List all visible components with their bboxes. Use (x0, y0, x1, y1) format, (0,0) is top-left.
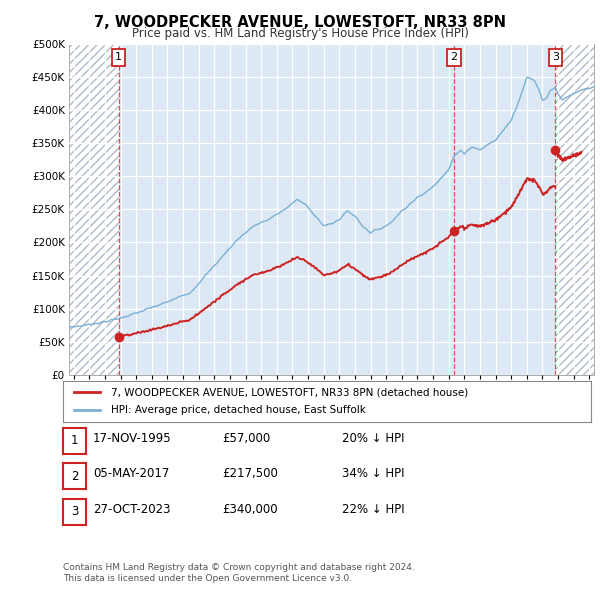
Bar (555, 44, 594, 375)
Text: 7, WOODPECKER AVENUE, LOWESTOFT, NR33 8PN: 7, WOODPECKER AVENUE, LOWESTOFT, NR33 8P… (94, 15, 506, 30)
Text: £217,500: £217,500 (222, 467, 278, 480)
Text: 20% ↓ HPI: 20% ↓ HPI (342, 432, 404, 445)
Text: 3: 3 (71, 505, 78, 518)
Text: 05-MAY-2017: 05-MAY-2017 (93, 467, 169, 480)
Text: 1: 1 (71, 434, 78, 447)
Text: 2: 2 (71, 470, 78, 483)
Text: Contains HM Land Registry data © Crown copyright and database right 2024.
This d: Contains HM Land Registry data © Crown c… (63, 563, 415, 583)
Text: 27-OCT-2023: 27-OCT-2023 (93, 503, 170, 516)
Text: 2: 2 (451, 53, 458, 63)
Text: HPI: Average price, detached house, East Suffolk: HPI: Average price, detached house, East… (110, 405, 365, 415)
Text: 22% ↓ HPI: 22% ↓ HPI (342, 503, 404, 516)
Text: Price paid vs. HM Land Registry's House Price Index (HPI): Price paid vs. HM Land Registry's House … (131, 27, 469, 40)
Text: 1: 1 (115, 53, 122, 63)
Bar (69, 44, 119, 375)
Text: £57,000: £57,000 (222, 432, 270, 445)
Text: 7, WOODPECKER AVENUE, LOWESTOFT, NR33 8PN (detached house): 7, WOODPECKER AVENUE, LOWESTOFT, NR33 8P… (110, 387, 468, 397)
Text: 17-NOV-1995: 17-NOV-1995 (93, 432, 172, 445)
Text: 34% ↓ HPI: 34% ↓ HPI (342, 467, 404, 480)
Text: £340,000: £340,000 (222, 503, 278, 516)
Text: 3: 3 (552, 53, 559, 63)
